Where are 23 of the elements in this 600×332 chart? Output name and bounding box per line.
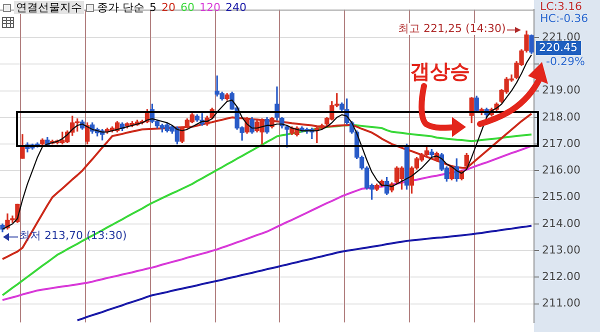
text: -0.29% (545, 55, 586, 68)
text: 120 (200, 1, 220, 14)
text: HC:-0.36 (540, 12, 588, 25)
legend-title: 종가 단순 (97, 1, 144, 14)
y-tick-label: 214.00 (542, 216, 580, 230)
annotation: 최고 221,25 (14:30) (397, 22, 507, 35)
text: LC:3.16 (540, 0, 582, 13)
text: 20 (162, 1, 176, 14)
y-tick-label: 211.00 (542, 296, 580, 310)
y-tick-label: 212.00 (542, 270, 580, 284)
annotation: 갭상승 (410, 59, 470, 83)
y-tick-label: 216.00 (542, 164, 580, 177)
text: 5 (150, 1, 156, 14)
text: 220.45 (536, 41, 580, 55)
y-tick-label: 221.00 (542, 30, 580, 44)
text: 240 (226, 1, 246, 14)
chart-title: 연결선물지수 (14, 1, 84, 14)
y-tick-label: 215.00 (542, 190, 580, 204)
y-tick-label: 213.00 (542, 243, 580, 256)
y-tick-label: 219.00 (542, 84, 580, 97)
y-tick-label: 218.00 (542, 110, 580, 124)
text: 60 (180, 1, 194, 14)
y-tick-label: 217.00 (542, 136, 580, 150)
